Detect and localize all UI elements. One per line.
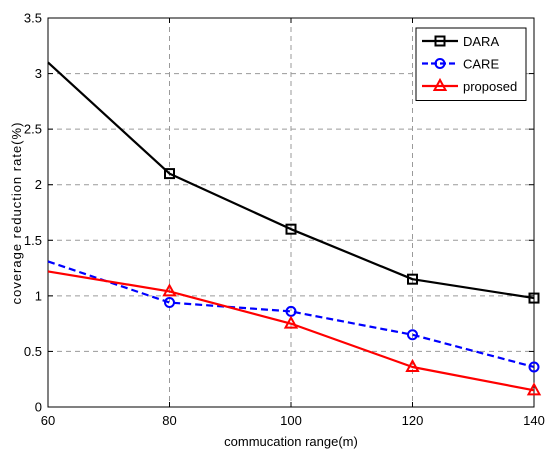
y-tick-label: 1.5 — [24, 233, 42, 248]
data-point-care — [407, 329, 418, 341]
data-point-care — [528, 361, 540, 373]
data-point-care — [164, 297, 175, 309]
series-line-proposed — [47, 270, 535, 392]
series-proposed — [47, 270, 542, 396]
legend-marker — [432, 77, 448, 91]
legend: DARA CARE proposed — [415, 27, 527, 101]
data-point-proposed — [283, 315, 299, 329]
x-tick-label: 140 — [523, 413, 545, 428]
series-layer — [47, 61, 542, 396]
legend-marker — [434, 58, 446, 69]
data-point-dara — [285, 223, 297, 235]
y-tick-label: 1 — [35, 288, 42, 303]
legend-label: proposed — [463, 79, 517, 94]
series-line-dara — [47, 61, 535, 300]
series-dara — [47, 61, 540, 304]
series-care — [47, 260, 540, 373]
x-tick-label: 120 — [402, 413, 424, 428]
axis-ticks: 60 80 100 120 140 0 0.5 1 1.5 2 2.5 3 3.5 — [24, 11, 545, 429]
legend-label: DARA — [463, 34, 499, 49]
x-tick-label: 100 — [280, 413, 302, 428]
y-tick-label: 3.5 — [24, 11, 42, 26]
data-point-proposed — [526, 382, 542, 396]
y-tick-label: 3 — [35, 66, 42, 81]
y-tick-label: 0.5 — [24, 344, 42, 359]
data-point-proposed — [405, 358, 420, 372]
y-axis-label: coverage reduction rate(%) — [9, 122, 24, 305]
x-tick-label: 80 — [162, 413, 176, 428]
x-tick-label: 60 — [41, 413, 55, 428]
data-point-dara — [164, 168, 175, 180]
y-tick-label: 2 — [35, 177, 42, 192]
grid — [48, 18, 534, 407]
y-tick-label: 0 — [35, 400, 42, 415]
legend-label: CARE — [463, 57, 499, 72]
x-axis-label: commucation range(m) — [224, 434, 358, 449]
data-point-dara — [528, 292, 540, 304]
legend-marker — [434, 35, 446, 47]
y-tick-label: 2.5 — [24, 122, 42, 137]
data-point-proposed — [162, 283, 177, 297]
data-point-dara — [407, 273, 418, 285]
